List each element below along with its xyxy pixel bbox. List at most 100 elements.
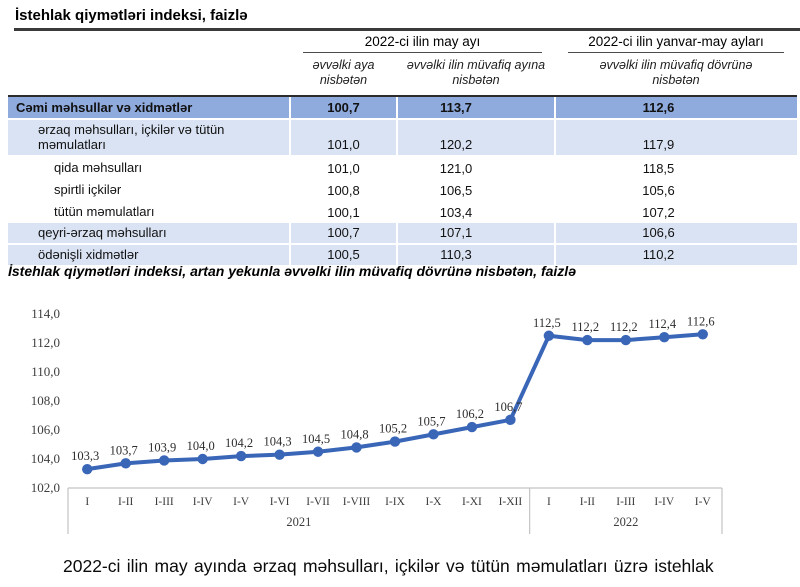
table-row: tütün məmulatları 100,1 103,4 107,2 — [8, 201, 797, 223]
y-axis-tick-label: 102,0 — [31, 480, 60, 495]
table-row: ödənişli xidmətlər 100,5 110,3 110,2 — [8, 244, 797, 267]
table-row: Cəmi məhsullar və xidmətlər 100,7 113,7 112… — [8, 96, 797, 120]
table-row: qeyri-ərzaq məhsulları 100,7 107,1 106,6 — [8, 223, 797, 245]
table-row: ərzaq məhsulları, içkilər və tütün məmul… — [8, 119, 797, 157]
x-axis-category-label: I-V — [695, 496, 712, 508]
x-axis-category-label: I-II — [580, 496, 595, 508]
row-value: 117,9 — [554, 119, 797, 157]
data-point-label: 104,3 — [264, 435, 292, 449]
x-axis-category-label: I-VI — [270, 496, 290, 508]
column-header-same-month-prev-year: əvvəlki ilin müvafiq ayına nisbətən — [397, 54, 555, 97]
y-axis-tick-label: 114,0 — [31, 306, 60, 321]
body-paragraph: 2022-ci ilin may ayında ərzaq məhsulları… — [63, 556, 714, 576]
data-point-marker — [82, 463, 93, 475]
data-point-label: 106,2 — [456, 407, 484, 421]
x-axis-category-label: I-XI — [462, 496, 482, 508]
row-value: 103,4 — [396, 201, 555, 223]
row-value: 121,0 — [396, 156, 555, 179]
x-axis-category-label: I-II — [118, 496, 133, 508]
row-label: ödənişli xidmətlər — [8, 244, 290, 267]
cpi-series-line — [85, 332, 705, 472]
row-value: 100,8 — [289, 179, 397, 201]
data-point-marker — [466, 421, 478, 433]
table-body: Cəmi məhsullar və xidmətlər 100,7 113,7 112… — [8, 96, 797, 267]
data-point-marker — [428, 429, 439, 440]
row-label: Cəmi məhsullar və xidmətlər — [8, 96, 290, 120]
chart-title: İstehlak qiymətləri indeksi, artan yekun… — [8, 263, 576, 279]
data-point-label: 104,0 — [187, 439, 215, 453]
x-axis-category-label: I-IV — [654, 496, 674, 508]
y-axis-tick-label: 112,0 — [31, 335, 60, 350]
row-value: 113,7 — [396, 96, 555, 120]
x-axis-category-label: I-IX — [385, 496, 405, 508]
row-label: spirtli içkilər — [8, 179, 290, 201]
row-label: ərzaq məhsulları, içkilər və tütün məmul… — [8, 119, 290, 157]
x-axis-category-label: I-III — [155, 496, 174, 508]
data-point-label: 104,5 — [302, 432, 330, 446]
x-axis-category-label: I — [85, 496, 89, 508]
x-axis-category-label: I-IV — [193, 496, 213, 508]
row-value: 101,0 — [289, 156, 397, 179]
data-point-label: 105,7 — [417, 414, 445, 428]
row-value: 100,5 — [289, 244, 397, 267]
data-point-label: 112,2 — [572, 320, 600, 334]
title-rule — [14, 28, 800, 31]
data-point-marker — [158, 455, 170, 466]
row-value: 100,7 — [289, 96, 397, 120]
data-point-marker — [505, 414, 516, 426]
row-value: 106,5 — [396, 179, 555, 201]
y-axis-tick-label: 108,0 — [31, 393, 60, 408]
corner-cell — [8, 33, 290, 54]
cpi-line-chart: 102,0 104,0 106,0 108,0 110,0 112,0 114,0 I I-II… — [31, 306, 723, 534]
corner-cell — [8, 54, 290, 97]
row-value: 100,1 — [289, 201, 397, 223]
row-value: 105,6 — [554, 179, 797, 201]
row-label: qeyri-ərzaq məhsulları — [8, 223, 290, 245]
data-point-marker — [659, 332, 670, 343]
data-point-label: 104,2 — [225, 436, 253, 450]
row-value: 112,6 — [554, 96, 797, 120]
data-point-marker — [351, 442, 362, 453]
row-value: 106,6 — [554, 223, 797, 245]
data-point-label: 112,2 — [610, 320, 638, 334]
row-value: 110,3 — [396, 244, 555, 267]
data-point-label: 112,6 — [687, 314, 715, 328]
x-axis-category-label: I-X — [425, 496, 442, 508]
table-subheader-row: əvvəlki aya nisbətən əvvəlki ilin müvafi… — [8, 54, 797, 97]
group-header-jan-may: 2022-ci ilin yanvar-may ayları — [555, 33, 797, 54]
x-axis-category-label: I-V — [233, 496, 250, 508]
table-title: İstehlak qiymətləri indeksi, faizlə — [15, 7, 248, 24]
x-axis-category-label: I-III — [616, 496, 635, 508]
data-point-marker — [312, 446, 324, 457]
x-axis-year-label: 2021 — [286, 515, 311, 529]
y-axis-tick-label: 104,0 — [31, 451, 60, 466]
data-point-marker — [582, 334, 593, 346]
row-label: qida məhsulları — [8, 156, 290, 179]
data-point-marker — [620, 334, 632, 346]
y-axis-tick-label: 110,0 — [31, 364, 60, 379]
row-value: 118,5 — [554, 156, 797, 179]
x-axis-category-label: I-XII — [499, 496, 523, 508]
data-point-label: 112,4 — [648, 317, 676, 331]
table-group-header-row: 2022-ci ilin may ayı 2022-ci ilin yanvar… — [8, 33, 797, 54]
data-point-marker — [235, 450, 247, 462]
row-value: 120,2 — [396, 119, 555, 157]
data-point-label: 112,5 — [533, 316, 561, 330]
row-value: 107,1 — [396, 223, 555, 245]
data-point-label: 103,7 — [110, 443, 138, 457]
x-axis-category-label: I-VIII — [343, 496, 371, 508]
cpi-table: 2022-ci ilin may ayı 2022-ci ilin yanvar… — [8, 33, 797, 267]
row-label: tütün məmulatları — [8, 201, 290, 223]
table-row: qida məhsulları 101,0 121,0 118,5 — [8, 156, 797, 179]
data-point-marker — [543, 330, 555, 341]
x-axis-category-label: I — [547, 496, 551, 508]
row-value: 110,2 — [554, 244, 797, 267]
data-point-marker — [120, 458, 131, 469]
table-row: spirtli içkilər 100,8 106,5 105,6 — [8, 179, 797, 201]
x-axis-year-label: 2022 — [613, 515, 638, 529]
column-header-same-period-prev-year: əvvəlki ilin müvafiq dövrünə nisbətən — [555, 54, 797, 97]
group-header-may: 2022-ci ilin may ayı — [290, 33, 555, 54]
row-value: 100,7 — [289, 223, 397, 245]
data-point-marker — [197, 453, 208, 465]
